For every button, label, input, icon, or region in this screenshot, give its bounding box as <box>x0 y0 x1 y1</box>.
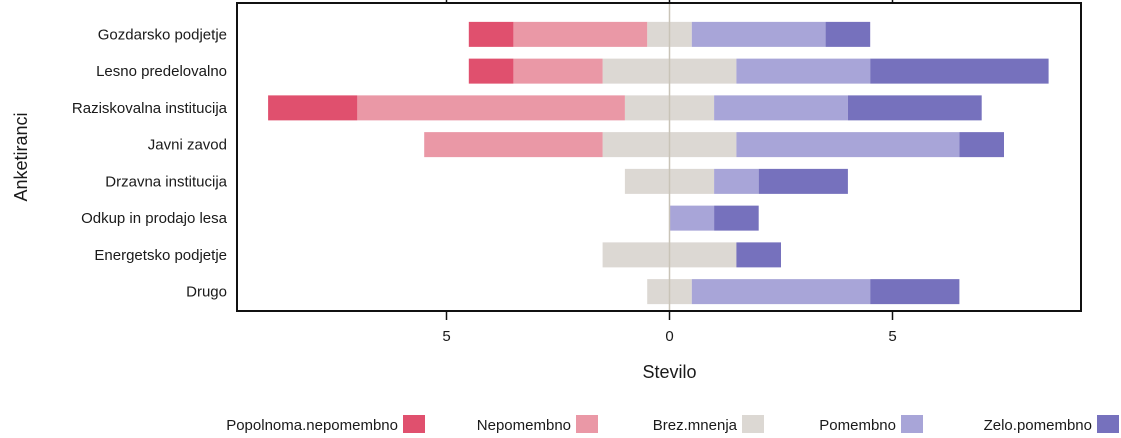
bar-segment-0-brez-mnenja-3 <box>669 21 692 47</box>
bar-segment-7-brez-mnenja-0 <box>647 279 670 305</box>
bar-segment-2-pomembno-4 <box>714 95 848 121</box>
legend-label: Nepomembno <box>477 417 571 434</box>
bar-segment-3-nepomembno-1 <box>424 132 603 158</box>
category-label: Javni zavod <box>148 137 227 154</box>
bar-segment-5-zelo-pomembno-1 <box>714 205 759 231</box>
bar-segment-0-brez-mnenja-0 <box>647 21 670 47</box>
bar-segment-1-zelo-pomembno-5 <box>870 58 1049 84</box>
bar-segment-6-brez-mnenja-0 <box>602 242 670 268</box>
bar-segment-6-zelo-pomembno-2 <box>736 242 781 268</box>
category-label: Drzavna institucija <box>105 173 227 190</box>
bar-segment-4-zelo-pomembno-3 <box>758 168 848 194</box>
bar-segment-5-pomembno-0 <box>669 205 715 231</box>
x-tick-label: 5 <box>888 328 896 345</box>
bar-segment-7-zelo-pomembno-3 <box>870 279 960 305</box>
legend-label: Popolnoma.nepomembno <box>226 417 398 434</box>
bar-segment-0-zelo-pomembno-5 <box>825 21 871 47</box>
category-label: Energetsko podjetje <box>94 247 227 264</box>
category-label: Raziskovalna institucija <box>72 100 228 117</box>
legend-label: Pomembno <box>819 417 896 434</box>
category-labels: Gozdarsko podjetje Lesno predelovalno Razi… <box>72 26 228 300</box>
top-tick-marks <box>445 0 894 3</box>
bar-segment-1-pomembno-4 <box>736 58 871 84</box>
bar-segment-2-brez-mnenja-0 <box>624 95 670 121</box>
bar-segment-2-nepomembno-1 <box>357 95 625 121</box>
bar-segment-3-pomembno-3 <box>736 132 960 158</box>
bar-segment-1-nepomembno-1 <box>513 58 603 84</box>
bar-segment-1-brez-mnenja-3 <box>669 58 737 84</box>
bar-segment-4-pomembno-2 <box>714 168 759 194</box>
bar-segment-1-popolnoma-nepomembno-2 <box>468 58 514 84</box>
bar-segment-4-brez-mnenja-1 <box>669 168 715 194</box>
bar-segment-0-popolnoma-nepomembno-2 <box>468 21 514 47</box>
legend-swatch <box>901 415 923 433</box>
bottom-ticks: 5 0 5 <box>442 311 897 345</box>
bar-segment-2-popolnoma-nepomembno-2 <box>268 95 358 121</box>
bar-segment-3-zelo-pomembno-4 <box>959 132 1004 158</box>
bar-segment-6-brez-mnenja-1 <box>669 242 737 268</box>
plot-frame <box>236 2 1082 312</box>
bar-segment-3-brez-mnenja-2 <box>669 132 737 158</box>
legend-swatch <box>403 415 425 433</box>
bar-segment-1-brez-mnenja-0 <box>602 58 670 84</box>
bar-segment-7-brez-mnenja-1 <box>669 279 692 305</box>
legend-label: Brez.mnenja <box>653 417 738 434</box>
category-label: Drugo <box>186 284 227 301</box>
legend: Popolnoma.nepomembno Nepomembno Brez.mnenj… <box>226 415 1119 434</box>
x-axis-title: Stevilo <box>642 362 696 382</box>
x-tick-label: 5 <box>442 328 450 345</box>
bar-segment-2-brez-mnenja-3 <box>669 95 715 121</box>
bar-segment-3-brez-mnenja-0 <box>602 132 670 158</box>
legend-label: Zelo.pomembno <box>984 417 1092 434</box>
legend-swatch <box>576 415 598 433</box>
category-label: Gozdarsko podjetje <box>98 26 227 43</box>
bar-segment-4-brez-mnenja-0 <box>624 168 670 194</box>
bar-segment-0-nepomembno-1 <box>513 21 648 47</box>
category-label: Odkup in prodajo lesa <box>81 210 228 227</box>
category-label: Lesno predelovalno <box>96 63 227 80</box>
bar-segment-2-zelo-pomembno-5 <box>847 95 982 121</box>
legend-swatch <box>742 415 764 433</box>
bar-layer <box>268 21 1049 305</box>
legend-swatch <box>1097 415 1119 433</box>
bar-segment-7-pomembno-2 <box>691 279 871 305</box>
x-tick-label: 0 <box>665 328 673 345</box>
y-axis-title: Anketiranci <box>11 112 31 201</box>
bar-segment-0-pomembno-4 <box>691 21 826 47</box>
